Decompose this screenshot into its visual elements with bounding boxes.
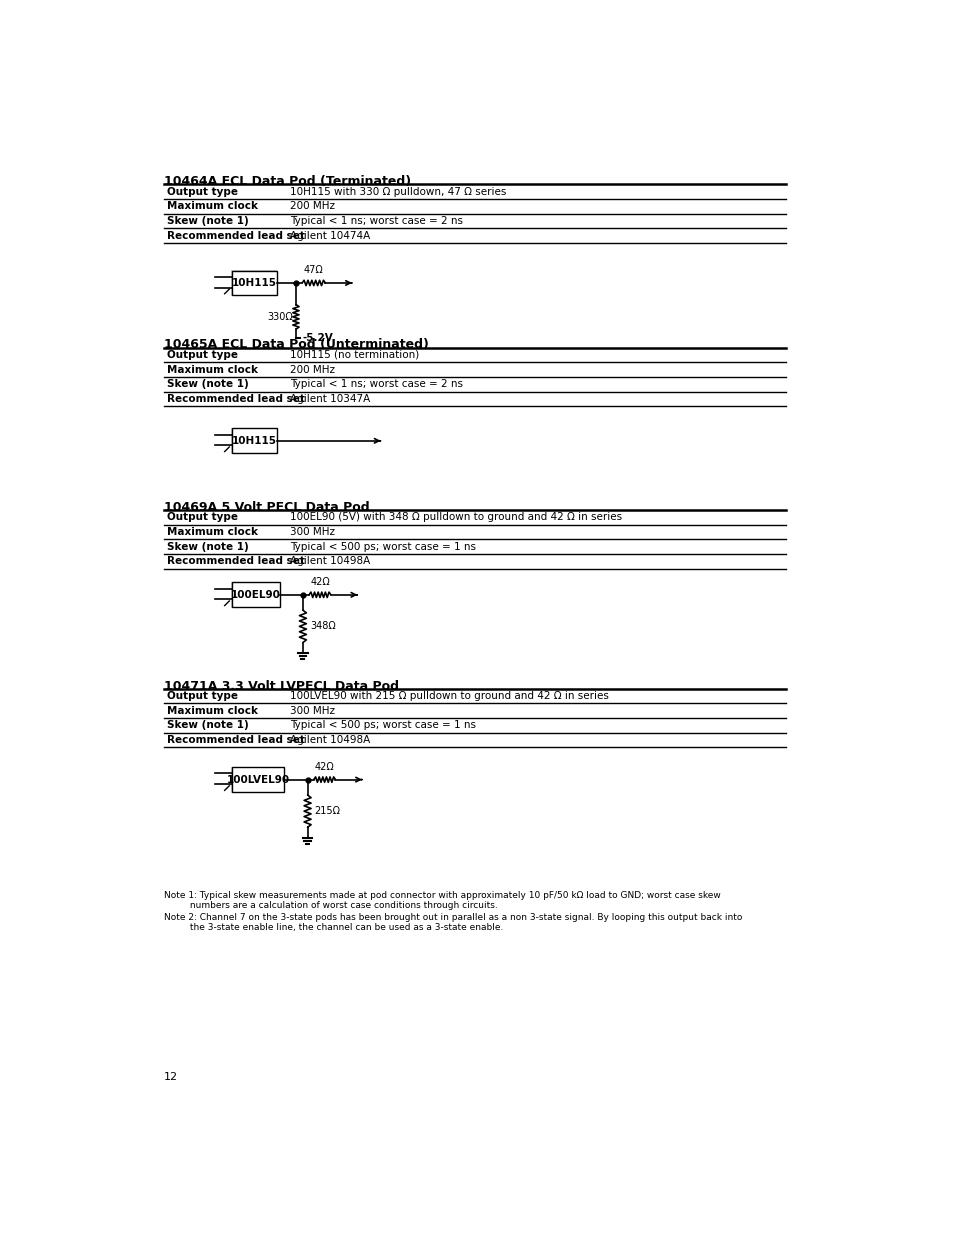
Bar — [231, 582, 280, 608]
Text: Note 1: Typical skew measurements made at pod connector with approximately 10 pF: Note 1: Typical skew measurements made a… — [164, 892, 720, 900]
Bar — [231, 767, 285, 793]
Text: -5.2V: -5.2V — [302, 333, 333, 343]
Text: 100LVEL90 with 215 Ω pulldown to ground and 42 Ω in series: 100LVEL90 with 215 Ω pulldown to ground … — [290, 692, 608, 701]
Text: Recommended lead set: Recommended lead set — [167, 556, 304, 567]
Text: 10H115 with 330 Ω pulldown, 47 Ω series: 10H115 with 330 Ω pulldown, 47 Ω series — [290, 186, 506, 196]
Text: Note 2: Channel 7 on the 3-state pods has been brought out in parallel as a non : Note 2: Channel 7 on the 3-state pods ha… — [164, 913, 741, 921]
Bar — [232, 429, 276, 453]
Text: 12: 12 — [164, 1072, 178, 1082]
Text: 215Ω: 215Ω — [314, 806, 340, 816]
Text: Typical < 1 ns; worst case = 2 ns: Typical < 1 ns; worst case = 2 ns — [290, 216, 462, 226]
Text: 100EL90: 100EL90 — [231, 590, 280, 600]
Text: numbers are a calculation of worst case conditions through circuits.: numbers are a calculation of worst case … — [164, 902, 497, 910]
Text: Agilent 10347A: Agilent 10347A — [290, 394, 370, 404]
Text: 42Ω: 42Ω — [310, 577, 330, 587]
Text: 348Ω: 348Ω — [310, 621, 335, 631]
Text: Recommended lead set: Recommended lead set — [167, 231, 304, 241]
Bar — [232, 767, 284, 792]
Bar — [231, 427, 277, 454]
Text: 10H115 (no termination): 10H115 (no termination) — [290, 350, 418, 359]
Text: Recommended lead set: Recommended lead set — [167, 394, 304, 404]
Text: 330Ω: 330Ω — [267, 311, 293, 322]
Text: Agilent 10498A: Agilent 10498A — [290, 556, 370, 567]
Text: Agilent 10498A: Agilent 10498A — [290, 735, 370, 745]
Text: Skew (note 1): Skew (note 1) — [167, 379, 248, 389]
Text: 300 MHz: 300 MHz — [290, 705, 335, 716]
Text: Output type: Output type — [167, 513, 237, 522]
Text: Typical < 500 ps; worst case = 1 ns: Typical < 500 ps; worst case = 1 ns — [290, 720, 476, 730]
Text: Maximum clock: Maximum clock — [167, 705, 257, 716]
Bar — [231, 270, 277, 296]
Text: 10465A ECL Data Pod (Unterminated): 10465A ECL Data Pod (Unterminated) — [164, 338, 429, 352]
Text: the 3-state enable line, the channel can be used as a 3-state enable.: the 3-state enable line, the channel can… — [164, 923, 503, 932]
Text: 47Ω: 47Ω — [304, 266, 323, 275]
Text: Typical < 1 ns; worst case = 2 ns: Typical < 1 ns; worst case = 2 ns — [290, 379, 462, 389]
Bar — [232, 270, 276, 295]
Text: Maximum clock: Maximum clock — [167, 201, 257, 211]
Text: 10464A ECL Data Pod (Terminated): 10464A ECL Data Pod (Terminated) — [164, 175, 411, 188]
Text: 10469A 5 Volt PECL Data Pod: 10469A 5 Volt PECL Data Pod — [164, 501, 370, 514]
Text: 200 MHz: 200 MHz — [290, 201, 335, 211]
Text: Skew (note 1): Skew (note 1) — [167, 720, 248, 730]
Text: Skew (note 1): Skew (note 1) — [167, 216, 248, 226]
Text: Output type: Output type — [167, 692, 237, 701]
Text: 10471A 3.3 Volt LVPECL Data Pod: 10471A 3.3 Volt LVPECL Data Pod — [164, 679, 398, 693]
Text: Maximum clock: Maximum clock — [167, 527, 257, 537]
Text: Typical < 500 ps; worst case = 1 ns: Typical < 500 ps; worst case = 1 ns — [290, 542, 476, 552]
Text: 42Ω: 42Ω — [314, 762, 335, 772]
Text: Output type: Output type — [167, 186, 237, 196]
Text: 10H115: 10H115 — [232, 278, 276, 288]
Text: Maximum clock: Maximum clock — [167, 364, 257, 374]
Bar — [232, 583, 279, 608]
Text: 100LVEL90: 100LVEL90 — [226, 774, 289, 784]
Text: 10H115: 10H115 — [232, 436, 276, 446]
Text: Output type: Output type — [167, 350, 237, 359]
Text: 300 MHz: 300 MHz — [290, 527, 335, 537]
Text: Skew (note 1): Skew (note 1) — [167, 542, 248, 552]
Text: 100EL90 (5V) with 348 Ω pulldown to ground and 42 Ω in series: 100EL90 (5V) with 348 Ω pulldown to grou… — [290, 513, 621, 522]
Text: Agilent 10474A: Agilent 10474A — [290, 231, 370, 241]
Text: Recommended lead set: Recommended lead set — [167, 735, 304, 745]
Text: 200 MHz: 200 MHz — [290, 364, 335, 374]
